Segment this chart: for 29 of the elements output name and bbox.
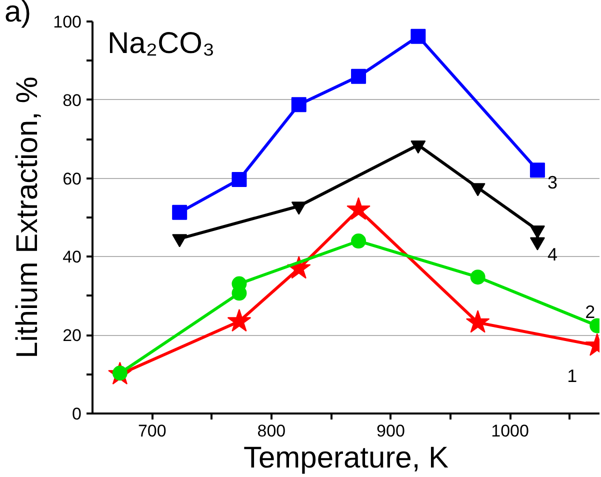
y-tick-label: 20	[62, 326, 82, 346]
y-axis-title: Lithium Extraction, %	[11, 76, 44, 358]
point	[346, 197, 370, 220]
series-label: 2	[585, 302, 596, 322]
point	[410, 28, 426, 44]
point	[466, 310, 490, 333]
series-label: 1	[567, 366, 578, 386]
x-tick-label: 800	[257, 422, 286, 440]
point	[470, 270, 486, 285]
x-tick-label: 900	[376, 422, 405, 440]
x-tick-label: 1000	[491, 422, 529, 440]
x-axis-title: Temperature, K	[243, 442, 449, 474]
point	[172, 204, 188, 220]
text: a)	[4, 0, 32, 28]
series-label: 4	[547, 244, 558, 264]
annotation: Na₂CO₃	[108, 27, 215, 60]
point	[227, 308, 252, 332]
x-tick-label: 700	[138, 422, 166, 440]
point	[351, 68, 366, 84]
point	[351, 234, 366, 249]
series-label: 3	[547, 172, 558, 193]
y-tick-label: 0	[72, 404, 82, 424]
y-tick-label: 40	[62, 248, 82, 267]
point	[530, 162, 545, 178]
y-tick-label: 80	[62, 90, 82, 110]
y-tick-label: 60	[62, 169, 82, 188]
point	[291, 97, 306, 112]
y-tick-label: 100	[53, 12, 82, 32]
point	[232, 172, 247, 187]
